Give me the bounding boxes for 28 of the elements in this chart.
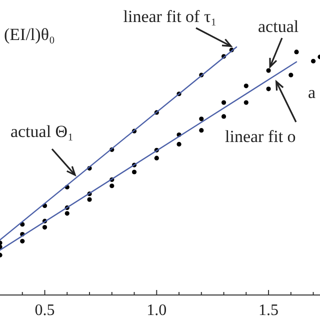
annotation: actual <box>258 17 299 36</box>
annotation: linear fit o <box>225 127 296 146</box>
point <box>20 238 25 244</box>
point <box>64 211 70 216</box>
point <box>221 114 226 119</box>
point <box>221 100 226 105</box>
x-tick-label: 1.0 <box>146 302 167 319</box>
point <box>294 50 299 54</box>
x-tick-label: 0.5 <box>34 302 55 319</box>
point <box>154 156 159 160</box>
x-tick-label: 1.5 <box>258 302 279 319</box>
point <box>266 68 271 73</box>
point <box>244 84 248 88</box>
point <box>87 197 92 202</box>
point <box>244 100 248 105</box>
point <box>176 142 182 147</box>
point <box>199 116 204 122</box>
annotation: a <box>308 83 316 102</box>
point <box>110 184 114 188</box>
point <box>42 224 48 230</box>
annotation: linear fit of τ₁ <box>123 7 217 26</box>
point <box>132 170 137 174</box>
y-axis-title: (EI/l)θ₀ <box>4 25 55 44</box>
point <box>199 128 204 133</box>
point <box>266 86 271 92</box>
annotation: actual Θ₁ <box>10 122 74 141</box>
point <box>288 72 294 78</box>
point <box>310 58 316 64</box>
